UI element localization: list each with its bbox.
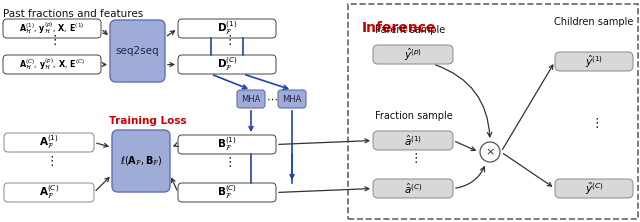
Text: MHA: MHA	[282, 95, 301, 103]
FancyBboxPatch shape	[373, 131, 453, 150]
Text: $\vdots$: $\vdots$	[223, 33, 232, 47]
FancyBboxPatch shape	[4, 183, 94, 202]
Text: Children sample: Children sample	[554, 17, 634, 27]
FancyBboxPatch shape	[112, 130, 170, 192]
Text: $\vdots$: $\vdots$	[45, 154, 54, 168]
Text: $\mathbf{B}_\mathcal{F}^{(C)}$: $\mathbf{B}_\mathcal{F}^{(C)}$	[217, 184, 237, 201]
Text: Inference: Inference	[362, 21, 436, 35]
FancyBboxPatch shape	[3, 19, 101, 38]
FancyBboxPatch shape	[278, 90, 306, 108]
Text: Parent sample: Parent sample	[375, 25, 445, 35]
Text: $\hat{a}^{(1)}$: $\hat{a}^{(1)}$	[404, 133, 422, 148]
Text: $\vdots$: $\vdots$	[408, 151, 417, 165]
Text: $\ell(\mathbf{A}_\mathcal{F},\mathbf{B}_\mathcal{F})$: $\ell(\mathbf{A}_\mathcal{F},\mathbf{B}_…	[120, 154, 163, 168]
Bar	[348, 4, 638, 219]
Text: $\hat{a}^{(C)}$: $\hat{a}^{(C)}$	[404, 181, 422, 196]
Text: $\mathbf{A}_\mathcal{F}^{(1)}$: $\mathbf{A}_\mathcal{F}^{(1)}$	[39, 134, 59, 151]
Text: $\vdots$: $\vdots$	[589, 116, 598, 130]
FancyBboxPatch shape	[178, 135, 276, 154]
FancyBboxPatch shape	[3, 55, 101, 74]
FancyBboxPatch shape	[555, 52, 633, 71]
Text: Fraction sample: Fraction sample	[375, 111, 452, 121]
FancyBboxPatch shape	[178, 183, 276, 202]
Text: MHA: MHA	[241, 95, 260, 103]
Text: $\vdots$: $\vdots$	[47, 33, 56, 47]
FancyBboxPatch shape	[110, 20, 165, 82]
FancyBboxPatch shape	[373, 45, 453, 64]
FancyBboxPatch shape	[4, 133, 94, 152]
Text: Training Loss: Training Loss	[109, 116, 187, 126]
FancyBboxPatch shape	[373, 179, 453, 198]
FancyBboxPatch shape	[555, 179, 633, 198]
FancyBboxPatch shape	[178, 19, 276, 38]
Text: $\mathbf{A}_\mathcal{H}^{(C)},\, \mathbf{y}_\mathcal{H}^{(p)},\, \mathbf{X},\, \: $\mathbf{A}_\mathcal{H}^{(C)},\, \mathbf…	[19, 57, 85, 72]
FancyBboxPatch shape	[178, 55, 276, 74]
Text: $\vdots$: $\vdots$	[223, 155, 232, 169]
Text: $\mathbf{B}_\mathcal{F}^{(1)}$: $\mathbf{B}_\mathcal{F}^{(1)}$	[217, 136, 237, 153]
Text: $\hat{y}^{(C)}$: $\hat{y}^{(C)}$	[585, 180, 604, 197]
Text: $\mathbf{A}_\mathcal{H}^{(1)},\, \mathbf{y}_\mathcal{H}^{(p)},\, \mathbf{X},\, \: $\mathbf{A}_\mathcal{H}^{(1)},\, \mathbf…	[19, 21, 84, 36]
Text: seq2seq: seq2seq	[116, 46, 159, 56]
Circle shape	[480, 142, 500, 162]
Text: $\hat{y}^{(p)}$: $\hat{y}^{(p)}$	[404, 46, 422, 63]
Text: $\mathbf{A}_\mathcal{F}^{(C)}$: $\mathbf{A}_\mathcal{F}^{(C)}$	[39, 184, 59, 201]
Text: $\mathbf{D}_\mathcal{F}^{(C)}$: $\mathbf{D}_\mathcal{F}^{(C)}$	[216, 56, 237, 73]
Text: $\cdots$: $\cdots$	[266, 94, 277, 104]
Text: $\hat{y}^{(1)}$: $\hat{y}^{(1)}$	[585, 53, 603, 70]
Text: $\mathbf{D}_\mathcal{F}^{(1)}$: $\mathbf{D}_\mathcal{F}^{(1)}$	[217, 20, 237, 37]
Text: Past fractions and features: Past fractions and features	[3, 9, 143, 19]
FancyBboxPatch shape	[237, 90, 265, 108]
Text: $\times$: $\times$	[485, 147, 495, 157]
